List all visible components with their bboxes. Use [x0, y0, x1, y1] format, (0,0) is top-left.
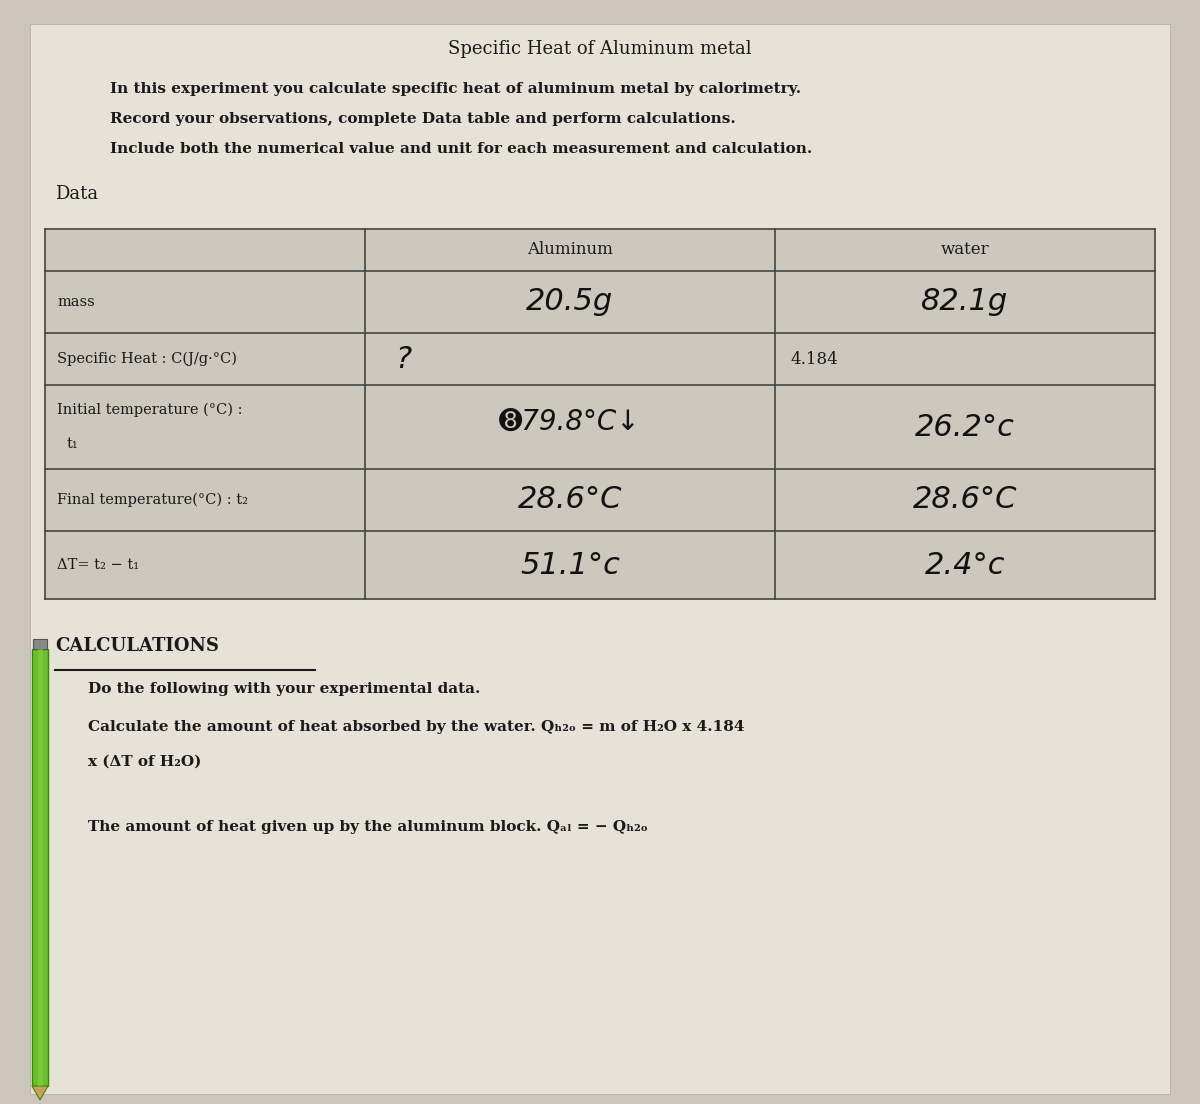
Text: Calculate the amount of heat absorbed by the water. Qₕ₂ₒ = m of H₂O x 4.184: Calculate the amount of heat absorbed by… [88, 720, 744, 734]
Text: CALCULATIONS: CALCULATIONS [55, 637, 220, 655]
Text: water: water [941, 242, 989, 258]
Text: Do the following with your experimental data.: Do the following with your experimental … [88, 682, 480, 696]
Text: Specific Heat : C(J/g·°C): Specific Heat : C(J/g·°C) [58, 352, 238, 367]
Text: Record your observations, complete Data table and perform calculations.: Record your observations, complete Data … [110, 112, 736, 126]
Text: 28.6°C: 28.6°C [518, 486, 622, 514]
Text: 28.6°C: 28.6°C [913, 486, 1018, 514]
Text: 20.5g: 20.5g [527, 287, 613, 317]
Text: ?: ? [395, 344, 412, 373]
Text: ➑79.8°C↓: ➑79.8°C↓ [499, 408, 641, 436]
Text: 26.2°c: 26.2°c [916, 413, 1015, 442]
Polygon shape [32, 1086, 48, 1100]
Text: 4.184: 4.184 [790, 350, 838, 368]
Text: Specific Heat of Aluminum metal: Specific Heat of Aluminum metal [448, 40, 752, 59]
Text: Include both the numerical value and unit for each measurement and calculation.: Include both the numerical value and uni… [110, 142, 812, 156]
Text: 2.4°c: 2.4°c [925, 551, 1006, 580]
Bar [38, 649, 43, 1086]
Text: Final temperature(°C) : t₂: Final temperature(°C) : t₂ [58, 492, 248, 507]
Text: ΔT= t₂ − t₁: ΔT= t₂ − t₁ [58, 558, 139, 572]
Text: In this experiment you calculate specific heat of aluminum metal by calorimetry.: In this experiment you calculate specifi… [110, 82, 802, 96]
Text: x (ΔT of H₂O): x (ΔT of H₂O) [88, 755, 202, 769]
Bar [46, 229, 1156, 599]
FancyBboxPatch shape [30, 24, 1170, 1094]
Text: Aluminum: Aluminum [527, 242, 613, 258]
Text: Initial temperature (°C) :: Initial temperature (°C) : [58, 403, 242, 417]
Text: t₁: t₁ [67, 437, 79, 452]
Text: mass: mass [58, 295, 95, 309]
Text: The amount of heat given up by the aluminum block. Qₐₗ = − Qₕ₂ₒ: The amount of heat given up by the alumi… [88, 820, 648, 834]
Text: Data: Data [55, 185, 98, 203]
Text: 51.1°c: 51.1°c [520, 551, 620, 580]
Text: 82.1g: 82.1g [922, 287, 1009, 317]
Bar [34, 639, 47, 649]
Bar [32, 649, 48, 1086]
